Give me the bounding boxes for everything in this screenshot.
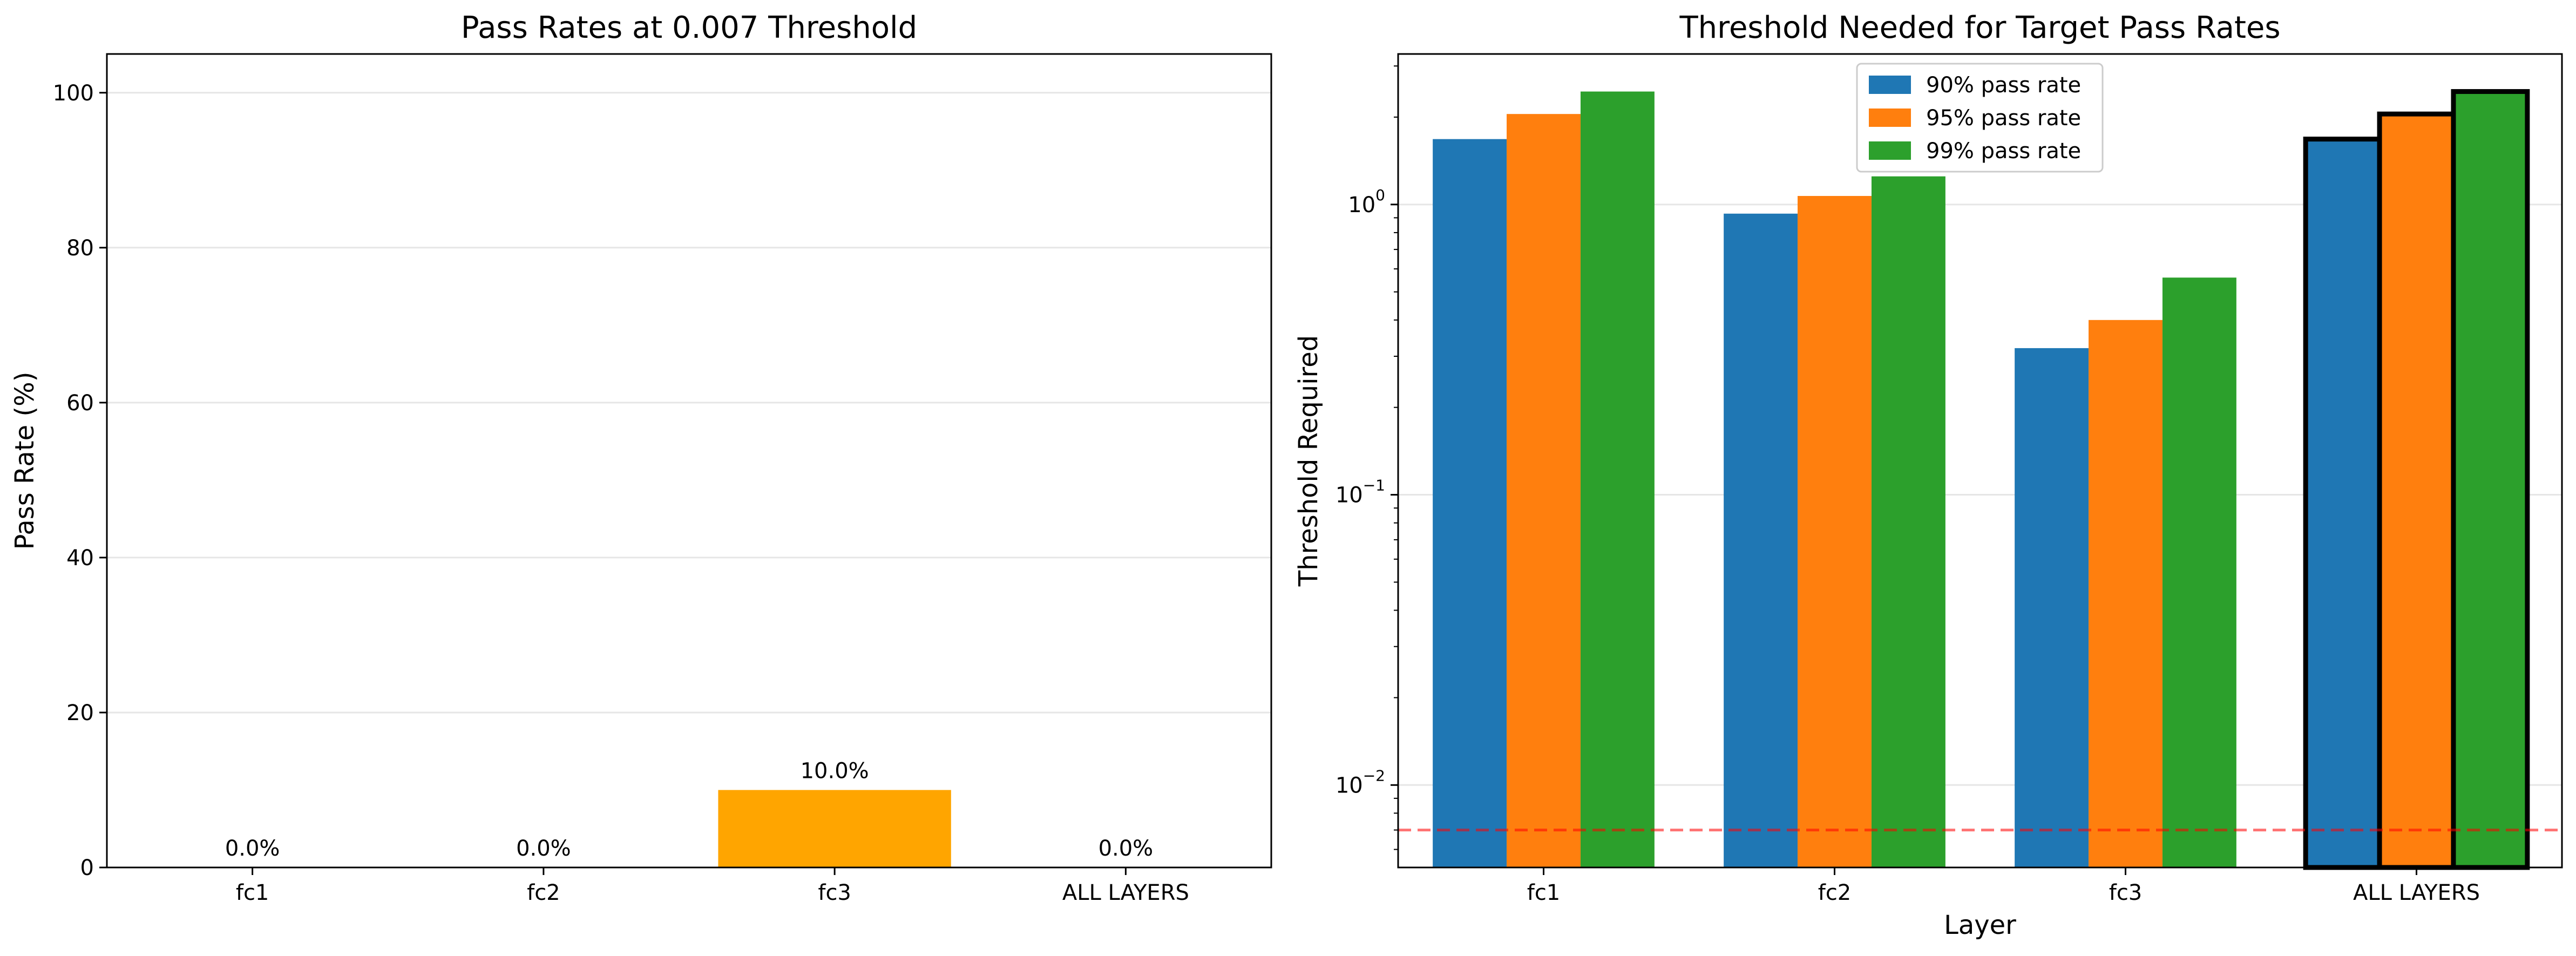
pass-rate-grid <box>107 92 1271 714</box>
data-label-fc2: 0.0% <box>516 836 571 861</box>
data-label-fc1: 0.0% <box>225 836 280 861</box>
x-tick-label: fc1 <box>1527 880 1561 905</box>
threshold-bars <box>1433 89 2530 870</box>
bar-fc2-99-pass-rate <box>1871 176 1945 868</box>
x-tick-label: fc1 <box>236 880 269 905</box>
data-label-fc3: 10.0% <box>801 758 869 783</box>
y-tick-label: 100 <box>53 81 94 106</box>
bar-fc2-95-pass-rate <box>1798 196 1872 867</box>
bar-fc1-99-pass-rate <box>1580 91 1655 868</box>
bar-fc3-90-pass-rate <box>2015 348 2089 867</box>
threshold-y-ticks: 10−2 10−1 100 <box>1336 65 1398 850</box>
y-tick-label: 100 <box>1348 186 1385 218</box>
pass-rate-plot-frame <box>106 53 1272 869</box>
y-tick-label: 10−2 <box>1336 767 1385 798</box>
threshold-x-ticks: fc1 fc2 fc3 ALL LAYERS <box>1527 867 2480 905</box>
legend-label-99-pass-rate: 99% pass rate <box>1926 139 2081 164</box>
legend-label-95-pass-rate: 95% pass rate <box>1926 106 2081 131</box>
legend-swatch-99-pass-rate <box>1869 141 1911 160</box>
bar-fc3-99-pass-rate <box>2162 277 2236 867</box>
x-tick-label: fc2 <box>527 880 560 905</box>
legend-label-90-pass-rate: 90% pass rate <box>1926 73 2081 98</box>
bar-all-layers-95-pass-rate <box>2377 111 2456 870</box>
bar-fc1-90-pass-rate <box>1433 139 1507 868</box>
y-tick-label: 10−1 <box>1336 477 1385 508</box>
y-tick-label: 0 <box>80 856 94 880</box>
pass-rate-data-labels: 0.0% 0.0% 10.0% 0.0% <box>225 758 1153 861</box>
y-tick-label: 40 <box>66 546 94 571</box>
bar-all-layers-90-pass-rate <box>2303 137 2382 870</box>
legend-swatch-95-pass-rate <box>1869 109 1911 127</box>
x-tick-label: fc3 <box>2109 880 2143 905</box>
pass-rate-y-axis-label: Pass Rate (%) <box>10 372 40 550</box>
threshold-plot-frame <box>1397 53 2563 869</box>
bar-fc1-95-pass-rate <box>1507 114 1581 868</box>
data-label-all-layers: 0.0% <box>1099 836 1154 861</box>
y-tick-label: 60 <box>66 391 94 416</box>
threshold-legend: 90% pass rate 95% pass rate 99% pass rate <box>1856 63 2104 173</box>
pass-rate-chart-title: Pass Rates at 0.007 Threshold <box>461 10 917 45</box>
legend-swatch-90-pass-rate <box>1869 76 1911 94</box>
y-tick-label: 20 <box>66 701 94 726</box>
threshold-chart-title: Threshold Needed for Target Pass Rates <box>1679 10 2280 45</box>
threshold-x-axis-label: Layer <box>1944 910 2016 940</box>
threshold-chart: 10−2 10−1 100 fc1 fc2 fc3 ALL LAYERS 90% pass… <box>1293 10 2563 940</box>
pass-rate-x-ticks: fc1 fc2 fc3 ALL LAYERS <box>236 867 1189 905</box>
bar-all-layers-99-pass-rate <box>2451 89 2530 870</box>
y-tick-label: 80 <box>66 236 94 261</box>
pass-rate-y-ticks: 0 20 40 60 80 100 <box>53 81 107 880</box>
bar-fc3-95-pass-rate <box>2089 320 2163 867</box>
legend-box <box>1856 63 2104 173</box>
bar-fc2-90-pass-rate <box>1724 213 1798 868</box>
x-tick-label: ALL LAYERS <box>2353 880 2480 905</box>
bar-fc3 <box>718 790 951 867</box>
pass-rate-bars <box>718 790 951 867</box>
threshold-y-axis-label: Threshold Required <box>1293 335 1324 587</box>
x-tick-label: fc3 <box>818 880 851 905</box>
x-tick-label: ALL LAYERS <box>1062 880 1189 905</box>
x-tick-label: fc2 <box>1818 880 1852 905</box>
